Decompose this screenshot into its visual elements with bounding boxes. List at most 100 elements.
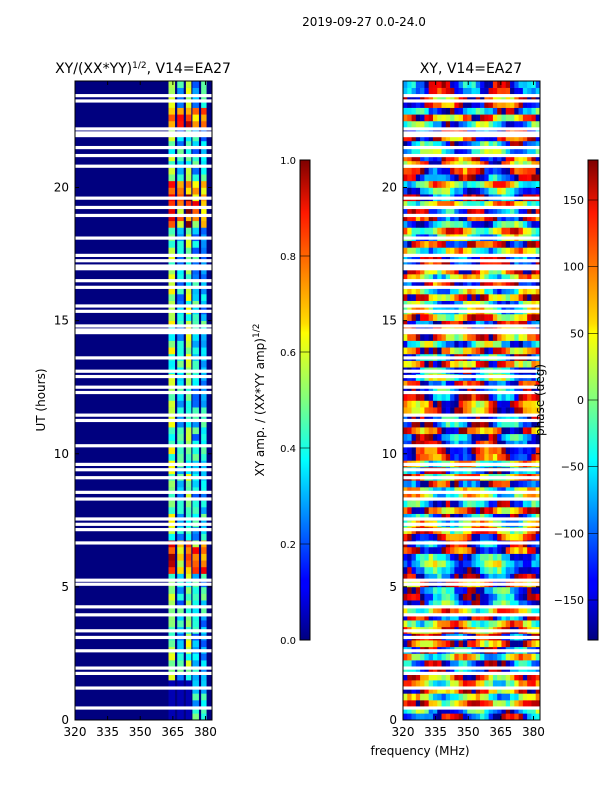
- phase-cell: [527, 214, 532, 222]
- amplitude-heatmap: [75, 81, 212, 721]
- phase-cell: [432, 706, 438, 714]
- phase-cell: [480, 566, 485, 574]
- phase-cell: [514, 120, 519, 128]
- amplitude-cell: [185, 220, 192, 228]
- phase-cell: [411, 160, 417, 168]
- phase-cell: [445, 546, 451, 554]
- amplitude-cell: [192, 81, 199, 88]
- phase-cell: [403, 280, 408, 288]
- phase-cell: [420, 713, 425, 721]
- phase-cell: [475, 94, 481, 102]
- phase-cell: [454, 167, 459, 175]
- phase-cell: [415, 187, 421, 195]
- phase-cell: [505, 154, 511, 162]
- phase-cell: [424, 287, 429, 295]
- phase-cell: [445, 267, 451, 275]
- amplitude-cell: [168, 313, 176, 321]
- phase-cell: [492, 600, 498, 608]
- phase-cell: [510, 247, 515, 255]
- phase-cell: [510, 513, 515, 521]
- phase-cell: [450, 313, 455, 321]
- phase-cell: [454, 320, 459, 328]
- phase-cell: [415, 407, 421, 415]
- phase-cell: [432, 180, 438, 188]
- phase-cell: [480, 533, 485, 541]
- phase-cell: [480, 100, 485, 108]
- phase-cell: [484, 453, 489, 461]
- phase-cell: [445, 640, 451, 648]
- phase-cell: [420, 700, 425, 707]
- phase-cell: [454, 453, 459, 461]
- phase-cell: [531, 573, 537, 581]
- phase-cell: [437, 480, 442, 488]
- phase-cell: [454, 200, 459, 208]
- phase-cell: [475, 593, 481, 601]
- phase-cell: [475, 174, 481, 182]
- phase-cell: [403, 247, 408, 255]
- phase-cell: [428, 600, 434, 608]
- phase-cell: [411, 686, 417, 694]
- amplitude-cell: [192, 573, 199, 581]
- phase-cell: [527, 427, 532, 435]
- phase-cell: [437, 267, 442, 275]
- phase-cell: [462, 533, 468, 541]
- phase-cell: [471, 154, 477, 162]
- phase-cell: [471, 586, 477, 594]
- phase-cell: [514, 566, 519, 574]
- flagged-row: [75, 374, 212, 379]
- phase-cell: [522, 427, 528, 435]
- phase-cell: [471, 240, 477, 248]
- phase-cell: [403, 413, 408, 421]
- colorbar-tick-label: 0.4: [280, 444, 296, 455]
- phase-cell: [462, 673, 468, 681]
- phase-cell: [441, 320, 447, 328]
- phase-cell: [424, 214, 429, 222]
- phase-cell: [531, 207, 537, 215]
- phase-cell: [510, 713, 515, 721]
- phase-cell: [475, 380, 481, 388]
- phase-cell: [411, 453, 417, 461]
- phase-cell: [527, 487, 532, 494]
- phase-cell: [497, 693, 502, 701]
- phase-cell: [480, 413, 485, 421]
- flagged-row: [403, 324, 540, 328]
- phase-cell: [531, 706, 537, 714]
- phase-cell: [411, 81, 417, 88]
- phase-cell: [531, 280, 537, 288]
- phase-cell: [403, 447, 408, 455]
- phase-cell: [484, 227, 489, 235]
- phase-cell: [531, 240, 537, 248]
- phase-cell: [471, 267, 477, 275]
- phase-cell: [501, 240, 507, 248]
- phase-cell: [501, 267, 507, 275]
- phase-cell: [411, 267, 417, 275]
- amplitude-cell: [177, 653, 184, 661]
- phase-cell: [458, 560, 464, 568]
- phase-cell: [475, 167, 481, 175]
- phase-cell: [518, 347, 524, 355]
- phase-cell: [527, 300, 532, 308]
- phase-cell: [480, 480, 485, 488]
- phase-cell: [497, 347, 502, 355]
- phase-cell: [441, 114, 447, 122]
- phase-cell: [527, 500, 532, 508]
- amplitude-cell: [201, 227, 207, 235]
- phase-cell: [522, 207, 528, 215]
- phase-cell: [527, 154, 532, 162]
- phase-cell: [445, 387, 451, 395]
- phase-cell: [510, 533, 515, 541]
- phase-cell: [518, 640, 524, 648]
- phase-cell: [467, 214, 472, 222]
- phase-cell: [505, 713, 511, 721]
- phase-cell: [505, 274, 511, 281]
- phase-cell: [522, 620, 528, 628]
- phase-cell: [505, 573, 511, 581]
- phase-cell: [467, 81, 472, 88]
- phase-cell: [458, 413, 464, 421]
- phase-cell: [415, 593, 421, 601]
- phase-cell: [492, 660, 498, 668]
- phase-cell: [484, 553, 489, 561]
- phase-cell: [488, 673, 494, 681]
- phase-cell: [505, 666, 511, 674]
- phase-cell: [527, 280, 532, 288]
